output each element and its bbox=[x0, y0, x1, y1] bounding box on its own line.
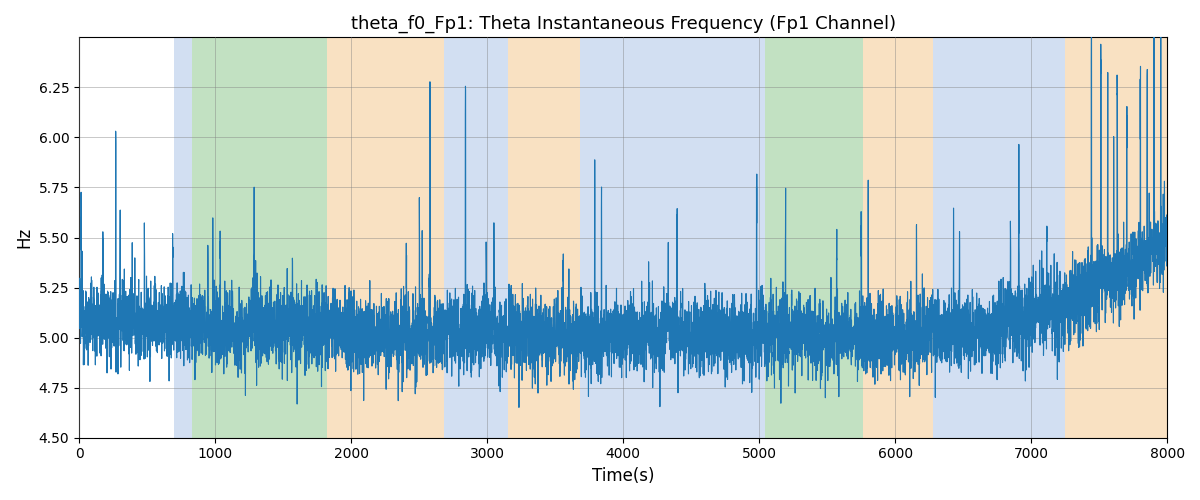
Bar bbox=[934, 38, 1066, 438]
Y-axis label: Hz: Hz bbox=[14, 227, 32, 248]
X-axis label: Time(s): Time(s) bbox=[592, 467, 654, 485]
Bar bbox=[508, 38, 580, 438]
Bar bbox=[1066, 38, 1168, 438]
Bar bbox=[764, 38, 863, 438]
Bar bbox=[742, 38, 764, 438]
Bar bbox=[444, 38, 508, 438]
Title: theta_f0_Fp1: Theta Instantaneous Frequency (Fp1 Channel): theta_f0_Fp1: Theta Instantaneous Freque… bbox=[350, 15, 895, 34]
Bar bbox=[192, 38, 326, 438]
Bar bbox=[326, 38, 444, 438]
Bar bbox=[174, 38, 192, 438]
Bar bbox=[580, 38, 742, 438]
Bar bbox=[863, 38, 934, 438]
